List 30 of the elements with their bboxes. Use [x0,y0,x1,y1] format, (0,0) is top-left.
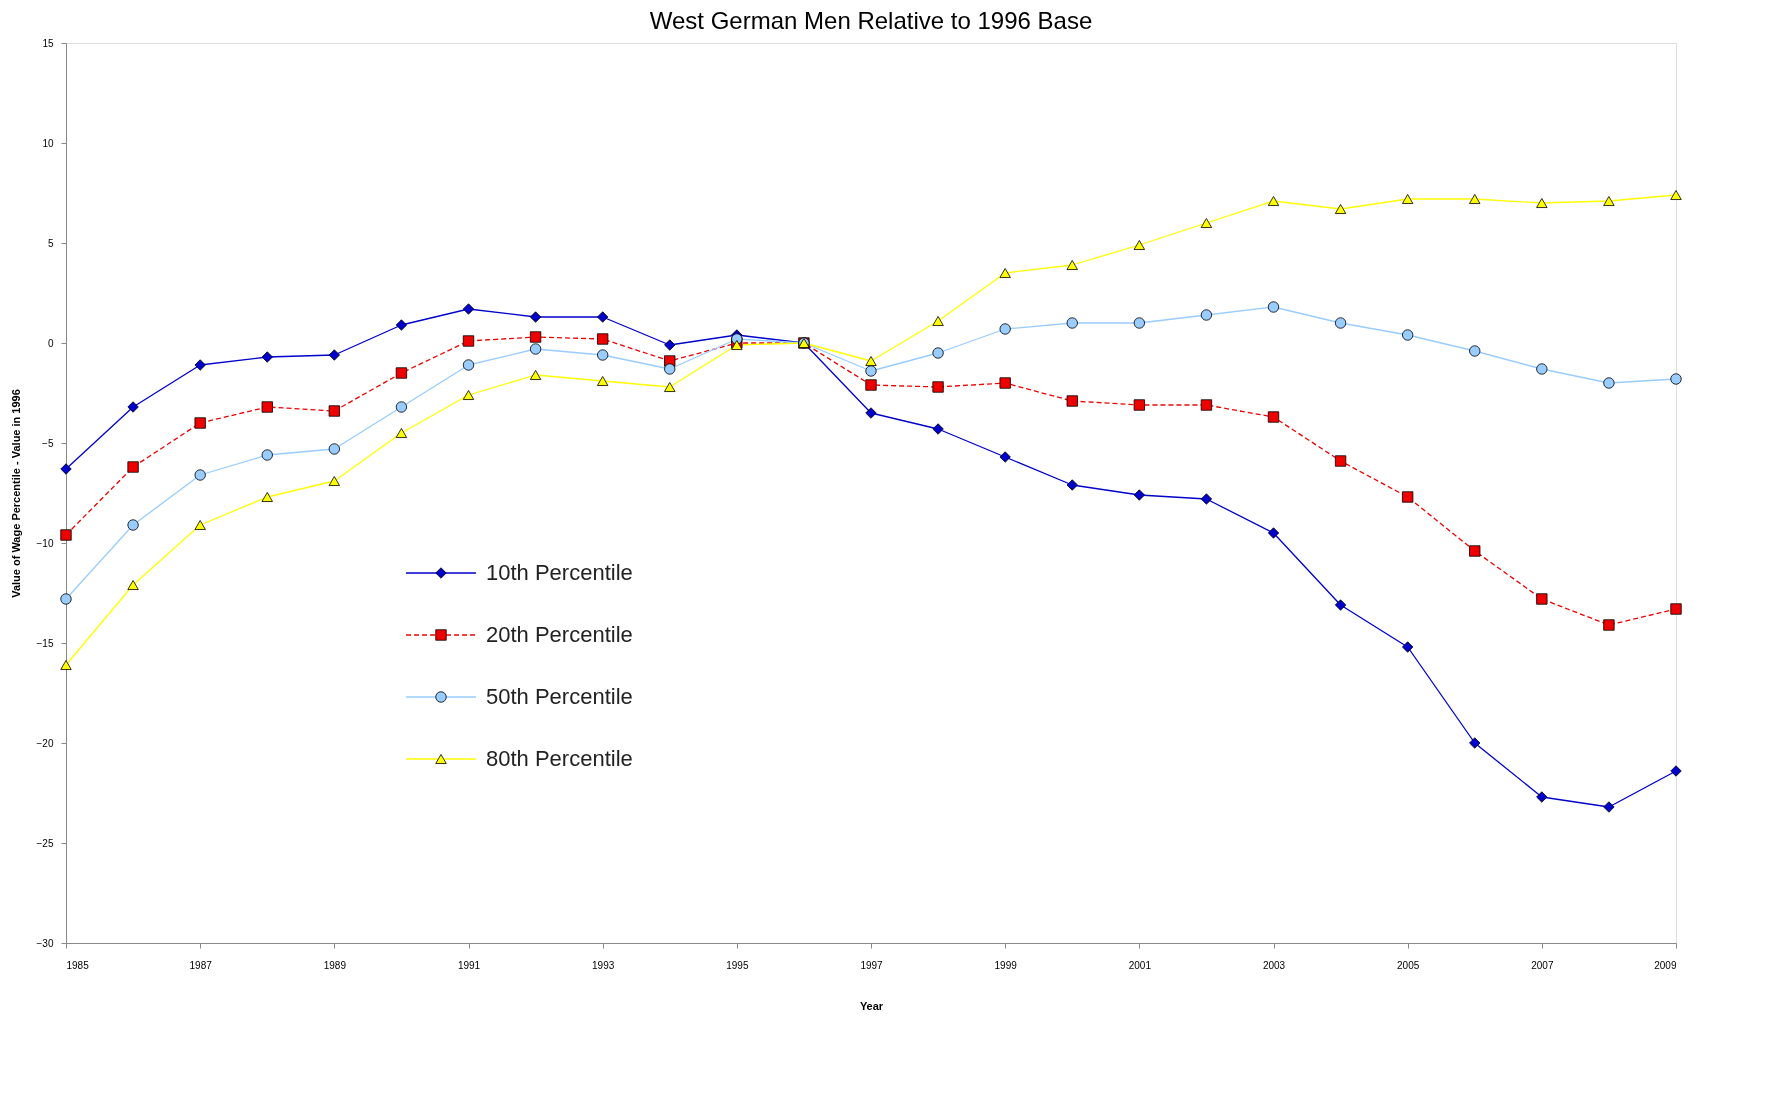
y-tick-label: 0 [47,337,54,349]
y-axis-title: Value of Wage Percentile - Value in 1996 [9,389,22,598]
legend-label: 80th Percentile [486,746,633,771]
y-tick-label: −15 [36,637,54,649]
x-tick-label: 2009 [1654,959,1677,971]
x-tick-label: 2005 [1397,959,1420,971]
legend-label: 50th Percentile [486,684,633,709]
y-tick-label: 5 [47,237,54,249]
y-tick-label: −10 [36,537,54,549]
chart-title: West German Men Relative to 1996 Base [649,7,1093,34]
y-tick-label: −30 [36,937,54,949]
legend-label: 10th Percentile [486,560,633,585]
y-tick-label: −25 [36,837,54,849]
y-tick-label: 15 [42,37,54,49]
x-axis-title: Year [859,999,884,1012]
x-tick-label: 2001 [1128,959,1152,971]
x-tick-label: 1985 [66,959,90,971]
y-tick-label: −5 [42,437,54,449]
x-tick-label: 1987 [189,959,213,971]
x-tick-label: 1991 [457,959,481,971]
y-tick-label: 10 [42,137,54,149]
x-tick-label: 1989 [323,959,347,971]
legend-label: 20th Percentile [486,622,633,647]
x-tick-label: 1999 [994,959,1018,971]
x-tick-label: 1993 [592,959,615,971]
x-tick-label: 2003 [1262,959,1286,971]
x-tick-label: 2007 [1531,959,1554,971]
x-tick-label: 1995 [726,959,749,971]
y-tick-label: −20 [36,737,54,749]
x-tick-label: 1997 [860,959,884,971]
